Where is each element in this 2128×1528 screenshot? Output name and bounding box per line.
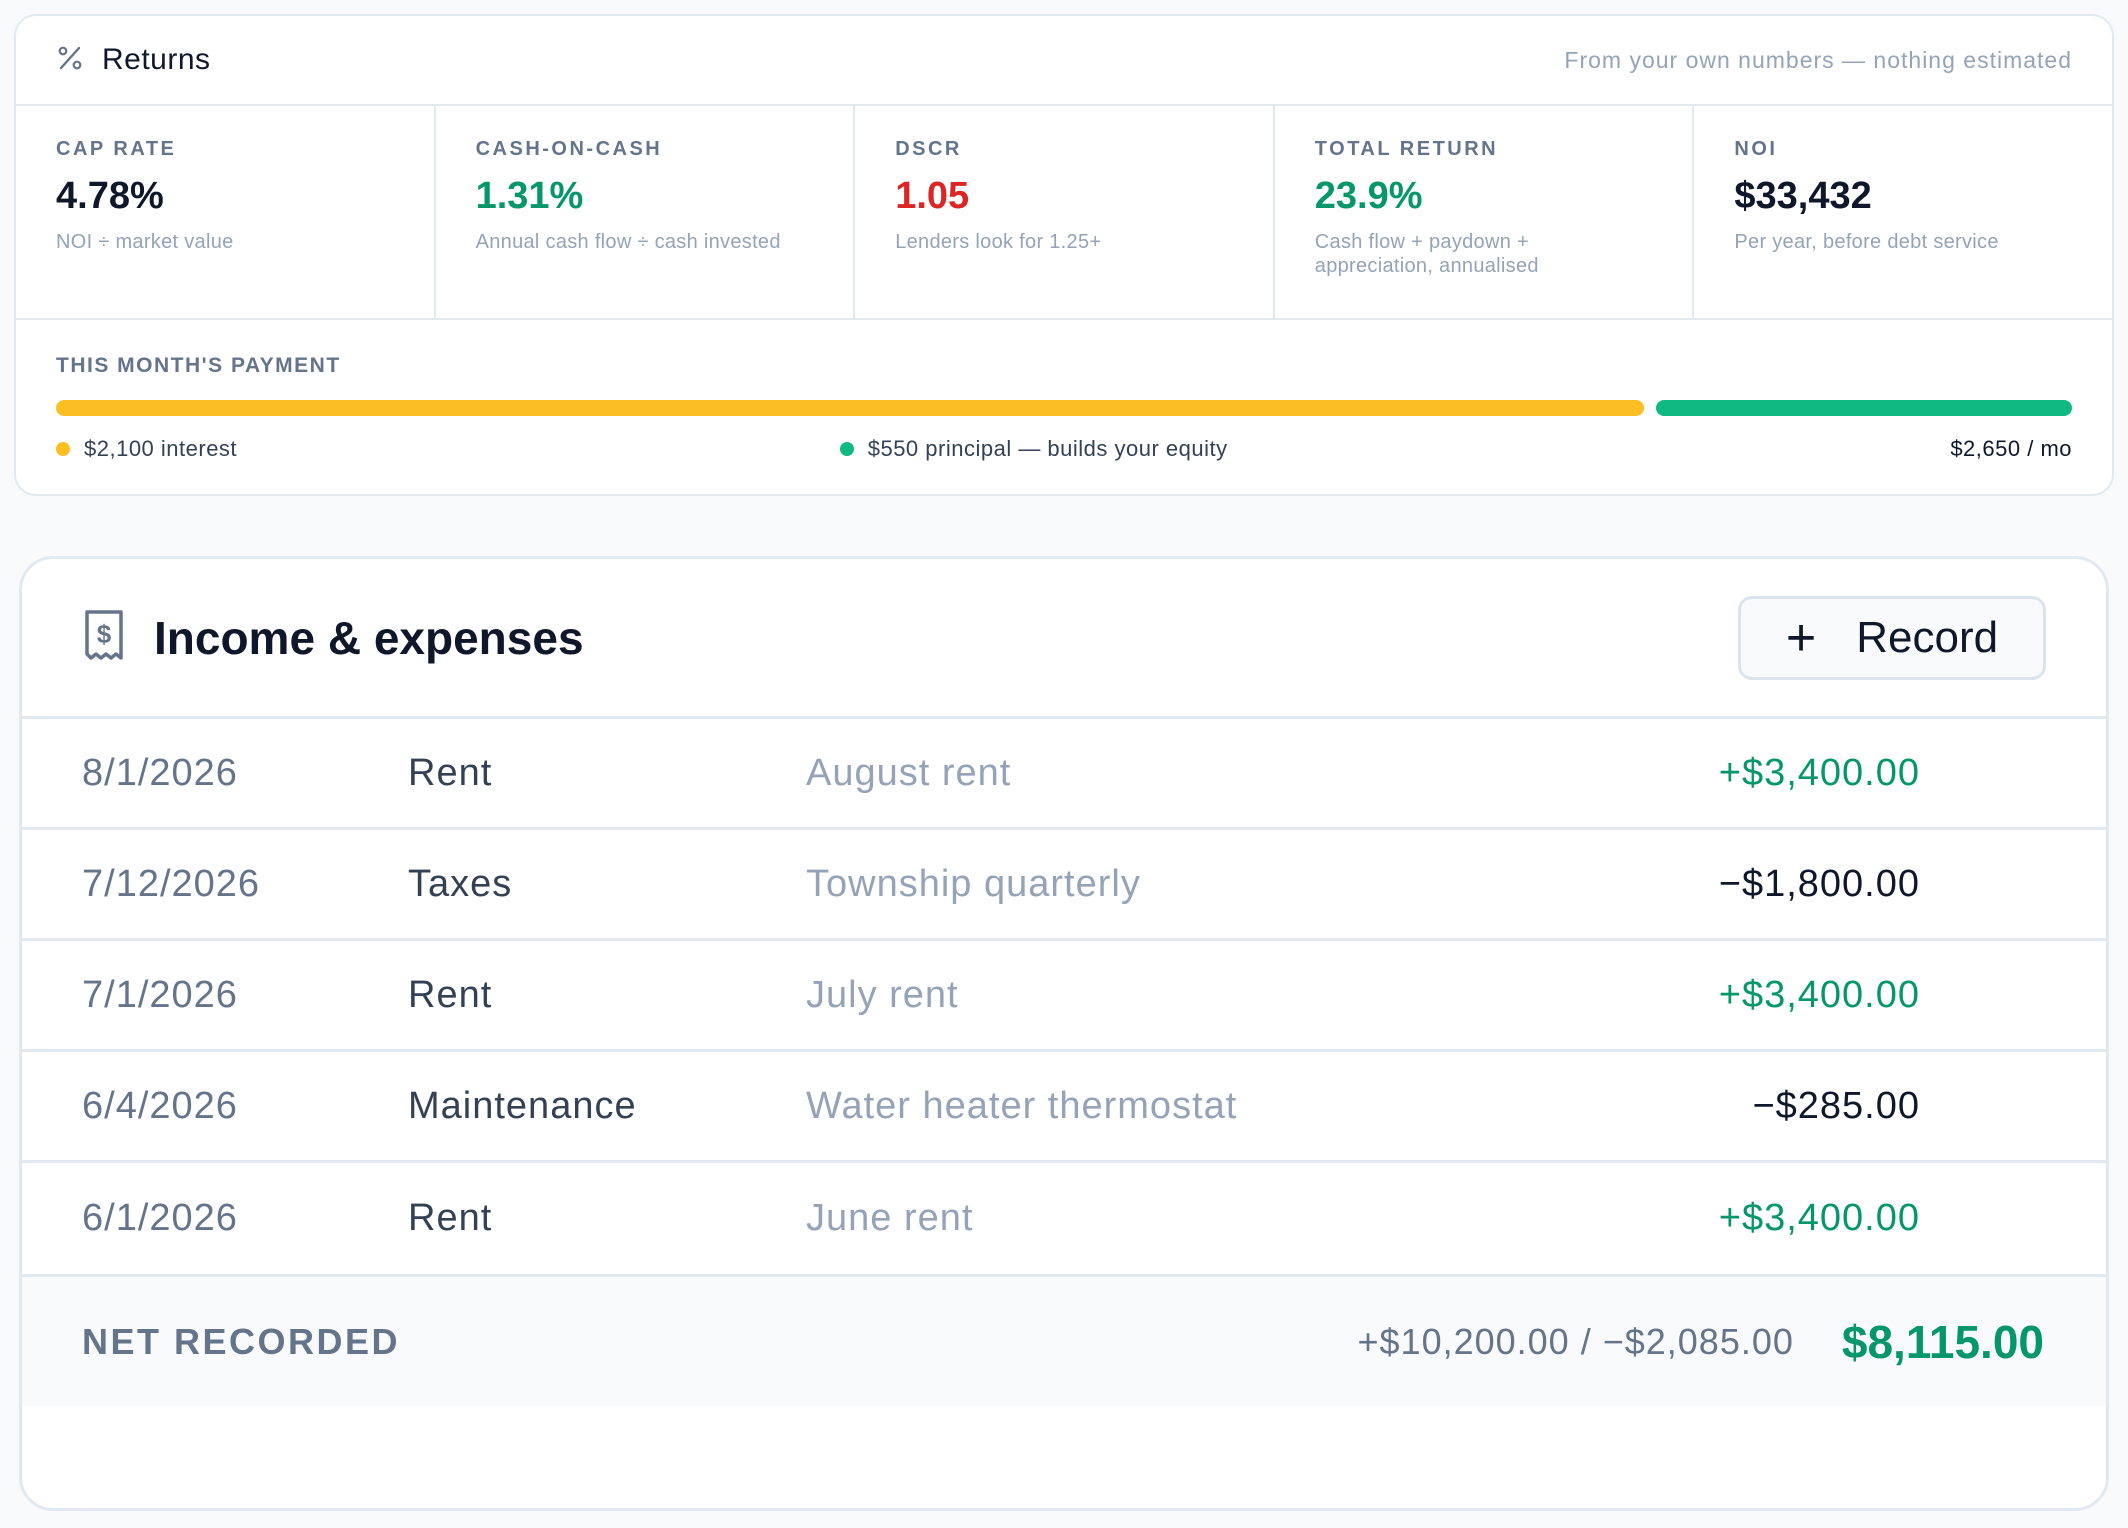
tx-category: Rent bbox=[408, 751, 493, 794]
record-button[interactable]: + Record bbox=[1738, 595, 2046, 680]
tx-category: Maintenance bbox=[408, 1084, 637, 1127]
interest-label: $2,100 interest bbox=[84, 436, 238, 461]
metric-label: TOTAL RETURN bbox=[1314, 138, 1499, 160]
payment-legend: $2,100 interest $550 principal — builds … bbox=[56, 436, 2072, 462]
income-expenses-card: $ Income & expenses + Record 8/1/2026 Re… bbox=[19, 556, 2109, 1511]
principal-dot-icon bbox=[839, 442, 854, 456]
metric-subtext: Cash flow + paydown + appreciation, annu… bbox=[1314, 231, 1539, 277]
tx-category: Taxes bbox=[408, 862, 513, 905]
legend-principal: $550 principal — builds your equity bbox=[839, 436, 1228, 462]
metric-subtext: Lenders look for 1.25+ bbox=[895, 231, 1102, 253]
returns-title-wrap: Returns bbox=[56, 43, 211, 77]
tx-note: August rent bbox=[806, 751, 1012, 794]
tx-amount: −$1,800.00 bbox=[1718, 862, 1920, 905]
net-label: NET RECORDED bbox=[82, 1320, 401, 1362]
metric-value: 4.78% bbox=[56, 175, 164, 217]
svg-text:$: $ bbox=[97, 619, 112, 649]
metric-dscr: DSCR 1.05 Lenders look for 1.25+ bbox=[855, 106, 1275, 318]
metric-label: CASH-ON-CASH bbox=[475, 138, 663, 160]
metric-noi: NOI $33,432 Per year, before debt servic… bbox=[1694, 106, 2112, 318]
tx-note: June rent bbox=[806, 1197, 974, 1239]
returns-title: Returns bbox=[102, 43, 211, 76]
metric-label: CAP RATE bbox=[56, 138, 177, 160]
net-total: $8,115.00 bbox=[1841, 1315, 2044, 1368]
income-header: $ Income & expenses + Record bbox=[22, 559, 2106, 719]
metric-value: 1.05 bbox=[895, 175, 970, 217]
metric-cap-rate: CAP RATE 4.78% NOI ÷ market value bbox=[16, 106, 436, 318]
payment-label: THIS MONTH'S PAYMENT bbox=[56, 354, 341, 377]
tx-date: 6/4/2026 bbox=[82, 1084, 238, 1127]
returns-note: From your own numbers — nothing estimate… bbox=[1564, 46, 2072, 73]
net-breakdown: +$10,200.00 / −$2,085.00 bbox=[1357, 1320, 1794, 1362]
returns-header: Returns From your own numbers — nothing … bbox=[16, 16, 2112, 106]
income-title: Income & expenses bbox=[154, 611, 584, 664]
metric-value: 1.31% bbox=[475, 175, 584, 217]
returns-card: Returns From your own numbers — nothing … bbox=[14, 14, 2114, 496]
payment-split-bar bbox=[56, 400, 2072, 416]
tx-note: Water heater thermostat bbox=[806, 1084, 1238, 1127]
metric-total-return: TOTAL RETURN 23.9% Cash flow + paydown +… bbox=[1275, 106, 1695, 318]
tx-note: Township quarterly bbox=[806, 862, 1141, 905]
percent-icon bbox=[56, 44, 84, 77]
payment-interest-segment bbox=[56, 400, 1645, 416]
metric-value: 23.9% bbox=[1314, 175, 1423, 217]
metric-subtext: NOI ÷ market value bbox=[56, 231, 234, 253]
tx-date: 7/1/2026 bbox=[82, 973, 238, 1016]
table-row[interactable]: 6/1/2026 Rent June rent +$3,400.00 bbox=[22, 1163, 2106, 1274]
tx-category: Rent bbox=[408, 1197, 493, 1239]
tx-date: 8/1/2026 bbox=[82, 751, 238, 794]
tx-amount: +$3,400.00 bbox=[1718, 751, 1920, 794]
table-row[interactable]: 8/1/2026 Rent August rent +$3,400.00 bbox=[22, 719, 2106, 830]
net-recorded-row: NET RECORDED +$10,200.00 / −$2,085.00 $8… bbox=[22, 1274, 2106, 1406]
metrics-row: CAP RATE 4.78% NOI ÷ market value CASH-O… bbox=[16, 106, 2112, 320]
metric-label: DSCR bbox=[895, 138, 962, 160]
tx-amount: +$3,400.00 bbox=[1718, 1197, 1920, 1239]
monthly-payment-section: THIS MONTH'S PAYMENT $2,100 interest $55… bbox=[16, 320, 2112, 462]
tx-date: 7/12/2026 bbox=[82, 862, 261, 905]
metric-subtext: Annual cash flow ÷ cash invested bbox=[475, 231, 781, 253]
metric-cash-on-cash: CASH-ON-CASH 1.31% Annual cash flow ÷ ca… bbox=[436, 106, 856, 318]
metric-label: NOI bbox=[1734, 138, 1778, 160]
tx-amount: −$285.00 bbox=[1752, 1084, 1920, 1127]
table-row[interactable]: 7/12/2026 Taxes Township quarterly −$1,8… bbox=[22, 830, 2106, 941]
interest-dot-icon bbox=[56, 442, 70, 456]
legend-interest: $2,100 interest bbox=[56, 436, 237, 462]
income-title-wrap: $ Income & expenses bbox=[82, 609, 584, 666]
metric-subtext: Per year, before debt service bbox=[1734, 231, 1999, 253]
tx-note: July rent bbox=[806, 973, 959, 1016]
principal-label: $550 principal — builds your equity bbox=[867, 436, 1228, 461]
tx-amount: +$3,400.00 bbox=[1718, 973, 1920, 1016]
tx-date: 6/1/2026 bbox=[82, 1197, 238, 1239]
table-row[interactable]: 6/4/2026 Maintenance Water heater thermo… bbox=[22, 1052, 2106, 1163]
net-values: +$10,200.00 / −$2,085.00 $8,115.00 bbox=[1358, 1315, 2045, 1369]
plus-icon: + bbox=[1785, 608, 1817, 667]
record-button-label: Record bbox=[1856, 612, 1999, 662]
transactions-list: 8/1/2026 Rent August rent +$3,400.00 7/1… bbox=[22, 719, 2106, 1274]
receipt-dollar-icon: $ bbox=[82, 609, 126, 666]
payment-principal-segment bbox=[1656, 400, 2072, 416]
payment-total: $2,650 / mo bbox=[1950, 436, 2072, 461]
table-row[interactable]: 7/1/2026 Rent July rent +$3,400.00 bbox=[22, 941, 2106, 1052]
metric-value: $33,432 bbox=[1734, 175, 1872, 217]
tx-category: Rent bbox=[408, 973, 493, 1016]
